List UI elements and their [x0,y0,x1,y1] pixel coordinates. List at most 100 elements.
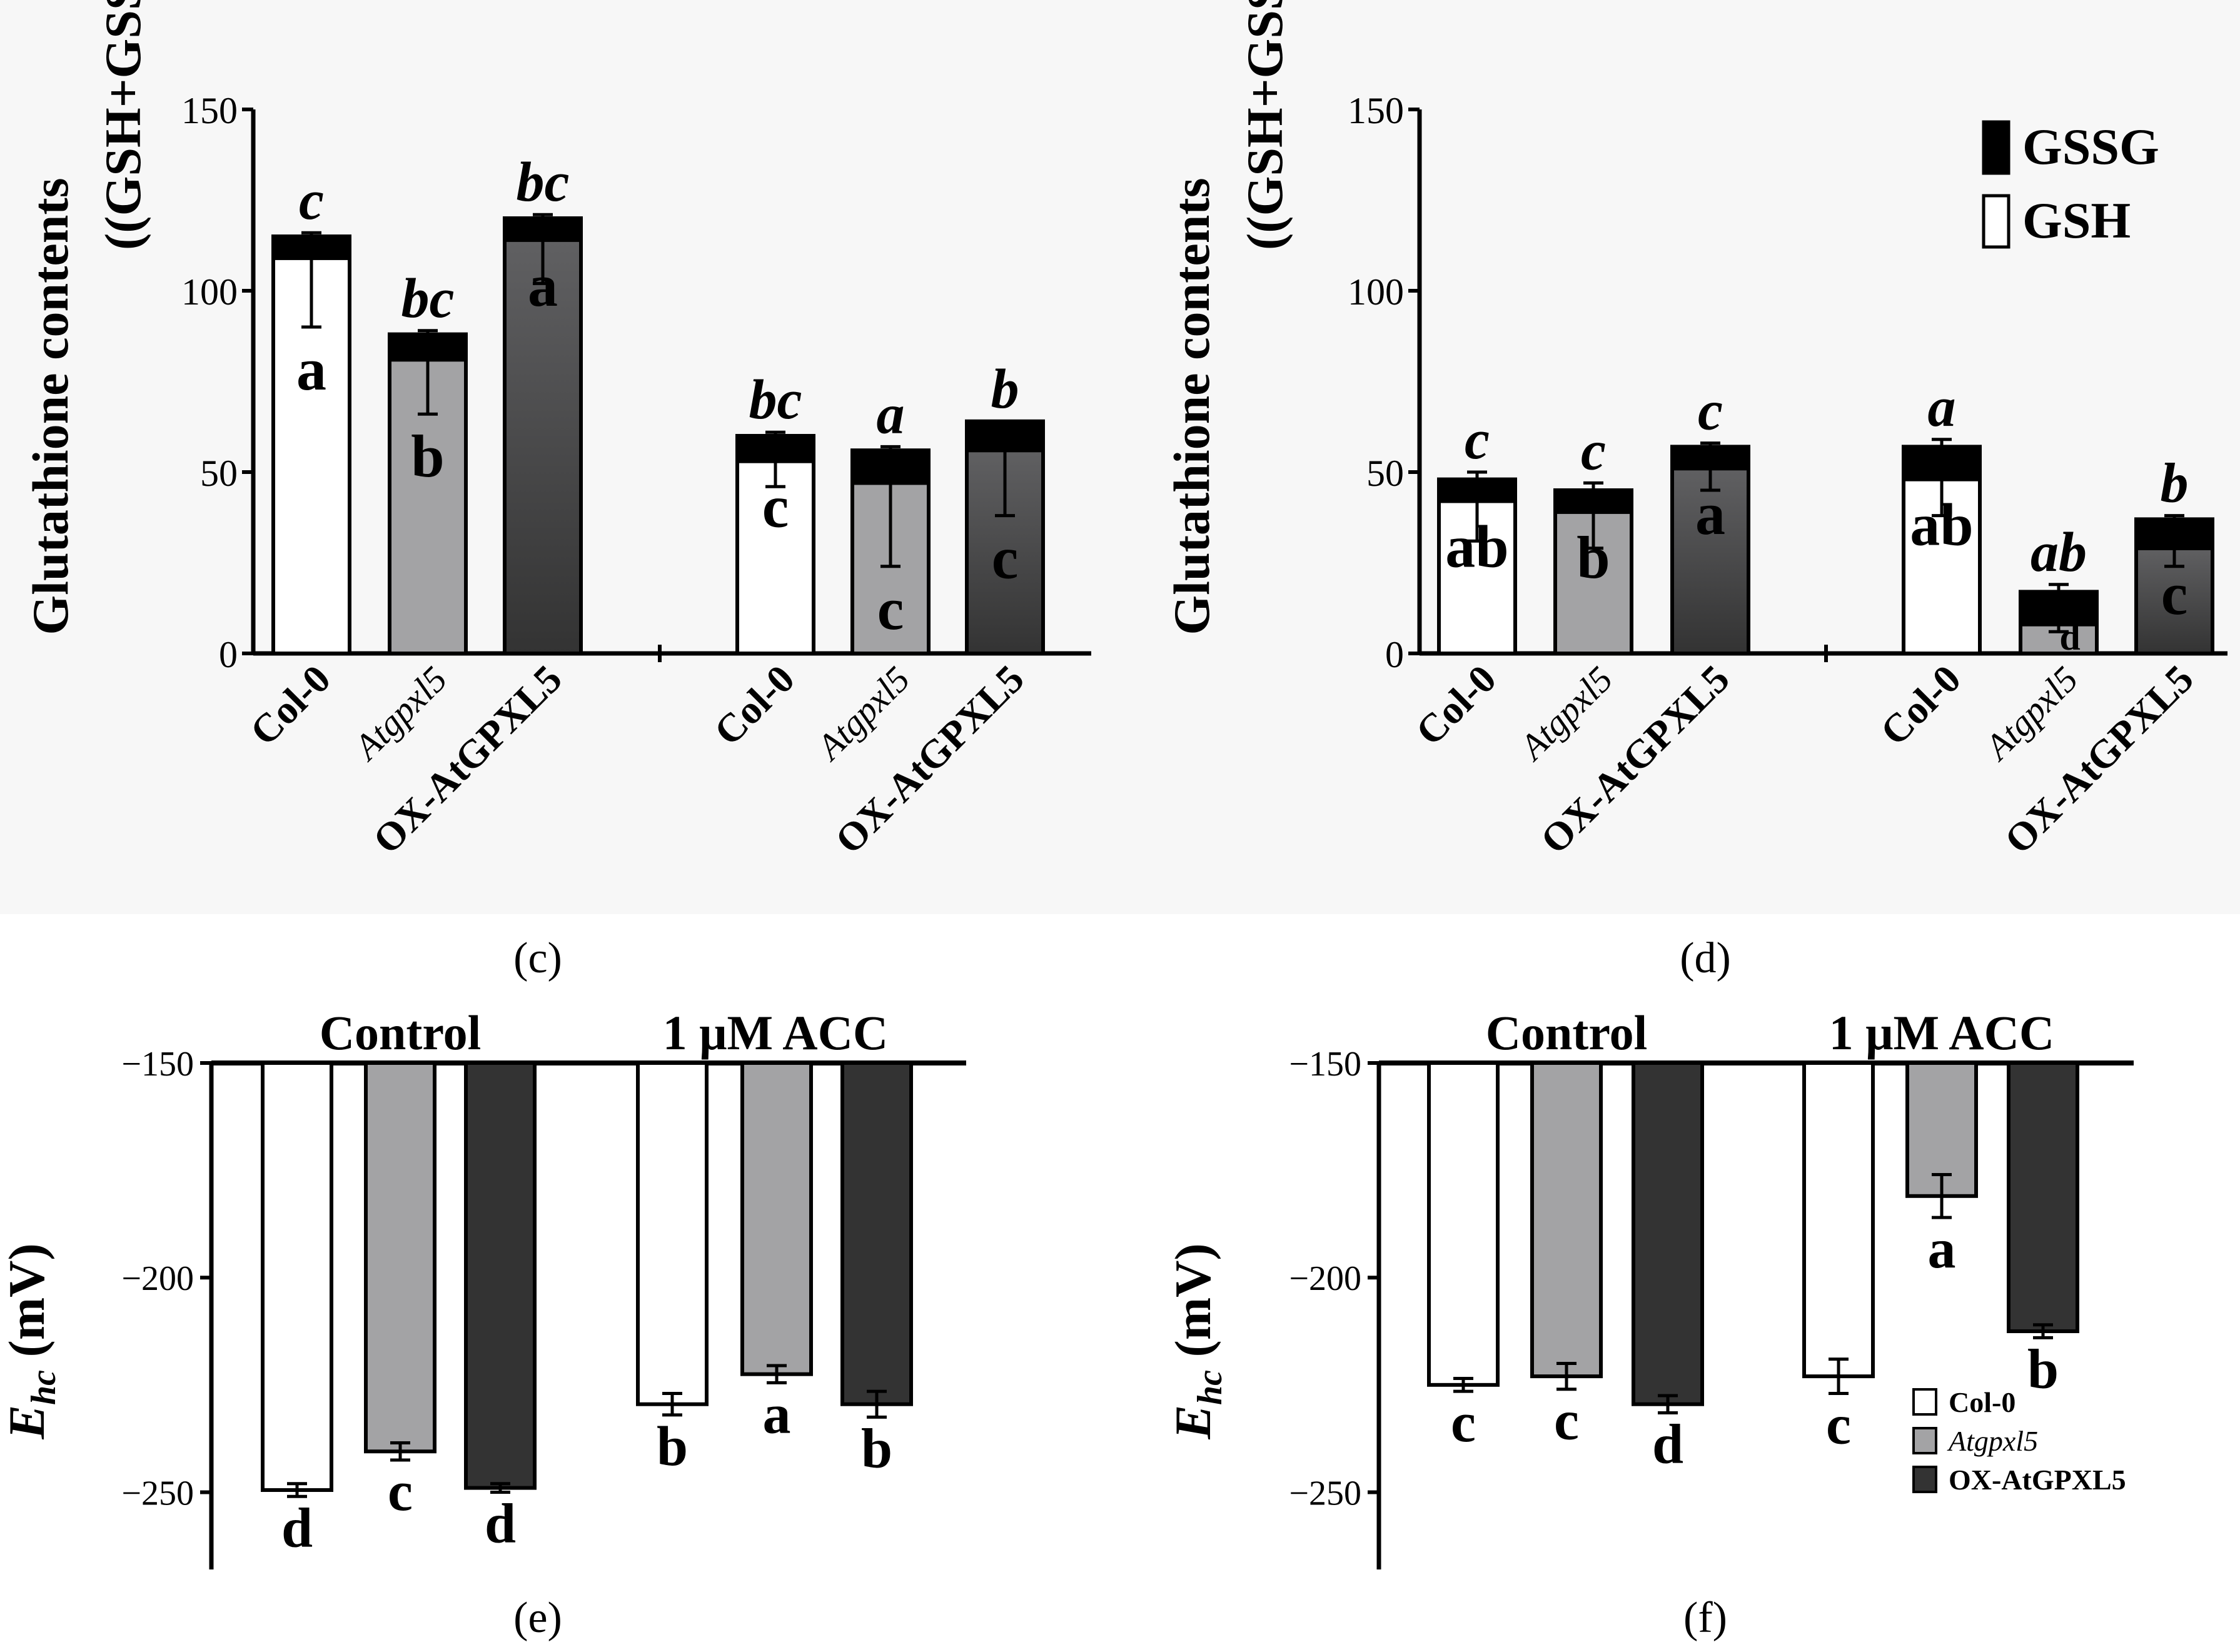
y-axis-label-main: ((GSH+GSSG) nmol g [1236,0,1293,250]
bar-gssg [271,234,351,260]
bar-gssg [503,216,583,242]
bar-gssg [850,448,931,485]
bar-ehc [464,1061,537,1490]
legend-label: Col-0 [1949,1386,2015,1418]
y-axis-label-line1: Glutathione contents [22,178,79,635]
significance-letter: b [657,1416,688,1478]
y-axis-label-line1: Glutathione contents [1163,178,1220,635]
y-tick-label: 50 [1366,453,1404,494]
significance-letter: c [1451,1392,1476,1454]
y-axis-label-symbol: E [1164,1405,1221,1440]
gsh-significance-letter: c [877,575,904,642]
y-tick-label: −250 [121,1474,194,1513]
gsh-significance-letter: b [1577,524,1610,591]
group-label: 1 μM ACC [663,1005,889,1060]
y-tick-label: 150 [181,90,238,131]
significance-letter: d [281,1497,313,1559]
y-tick-label: 50 [200,453,238,494]
bar-ehc [740,1061,813,1376]
total-significance-letter: b [2161,453,2189,515]
group-label: Control [320,1005,482,1060]
legend-swatch [1912,1466,1937,1493]
panel-e: −150 −200 −250 Ehc (mV) Control 1 μM ACC d c d b a… [0,1005,966,1642]
y-tick-label: −150 [121,1045,194,1084]
y-axis-label-unit: (mV) [0,1243,55,1370]
top-panels-background [0,0,2240,914]
y-axis-label-line2: ((GSH+GSSG) nmol g−1 FW) [1233,0,1293,250]
y-tick-label: −250 [1289,1474,1361,1513]
bar-gssg [2019,590,2099,627]
significance-letter: d [485,1493,516,1554]
y-tick-label: 0 [219,634,238,675]
panel-f: −150 −200 −250 Ehc (mV) Control 1 μM ACC c c d c a… [1164,1005,2134,1642]
y-axis-label-line2: ((GSH+GSSG) nmol g−1 FW) [91,0,151,250]
panel-label: (f) [1683,1594,1727,1642]
bar-gsh [503,238,583,655]
y-tick-label: 150 [1348,90,1404,131]
y-axis-label-symbol: E [0,1405,55,1440]
significance-letter: a [763,1383,791,1445]
total-significance-letter: c [1698,380,1723,442]
y-tick-label: −200 [1289,1259,1361,1298]
bar-gssg [965,419,1045,453]
legend-label-gsh: GSH [2022,192,2131,249]
bar-ehc [1530,1061,1603,1379]
gsh-significance-letter: a [1695,480,1725,547]
panel-label: (e) [513,1594,562,1642]
total-significance-letter: bc [401,268,455,330]
gsh-significance-letter: b [411,423,444,490]
bar-gssg [388,332,468,362]
y-axis-label-main: ((GSH+GSSG) nmol g [94,0,151,250]
bar-gssg [1553,488,1633,514]
y-tick-label: 100 [181,271,238,313]
gsh-significance-letter: d [2059,617,2080,658]
panel-label: (d) [1680,934,1731,982]
y-tick-label: −150 [1289,1045,1361,1084]
legend-label: Atgpxl5 [1947,1425,2038,1457]
significance-letter: b [861,1418,892,1479]
bar-ehc [1427,1061,1500,1387]
legend-swatch-gssg [1982,120,2010,175]
gsh-significance-letter: c [992,525,1019,592]
legend-swatch [1912,1427,1937,1454]
legend-label: OX-AtGPXL5 [1949,1464,2126,1496]
bar-ehc [261,1061,333,1493]
group-label: 1 μM ACC [1829,1005,2055,1060]
bar-ehc [636,1061,709,1406]
significance-letter: d [1652,1413,1683,1475]
y-axis-label-unit: (mV) [1164,1243,1221,1370]
bar-gssg [1437,477,1517,503]
bar-gssg [735,434,815,463]
bar-gsh [1670,466,1750,655]
group-label: Control [1486,1005,1648,1060]
total-significance-letter: c [1465,409,1490,471]
bar-ehc [1632,1061,1704,1406]
gsh-significance-letter: ab [1910,491,1973,558]
significance-letter: c [388,1461,413,1523]
significance-letter: c [1554,1390,1579,1452]
total-significance-letter: c [1581,420,1606,481]
significance-letter: b [2027,1338,2059,1400]
bar-ehc [2007,1061,2079,1334]
bar-ehc [840,1061,913,1406]
total-significance-letter: a [1928,376,1956,438]
bar-gssg [1670,445,1750,471]
legend-swatch-gsh [1982,194,2010,249]
total-significance-letter: b [991,358,1019,420]
total-significance-letter: ab [2031,521,2087,583]
y-axis-label: Ehc (mV) [0,1243,63,1439]
gsh-significance-letter: c [2161,560,2188,627]
gsh-significance-letter: ab [1445,513,1508,580]
total-significance-letter: bc [517,151,570,213]
y-axis-label-subscript: hc [1191,1370,1229,1405]
y-tick-label: 100 [1348,271,1404,313]
bar-ehc [1802,1061,1875,1379]
significance-letter: c [1826,1394,1851,1456]
bar-ehc [364,1061,436,1454]
y-axis-label: Ehc (mV) [1164,1243,1229,1439]
y-tick-label: −200 [121,1259,194,1298]
gsh-significance-letter: a [296,336,326,403]
total-significance-letter: bc [749,369,802,431]
